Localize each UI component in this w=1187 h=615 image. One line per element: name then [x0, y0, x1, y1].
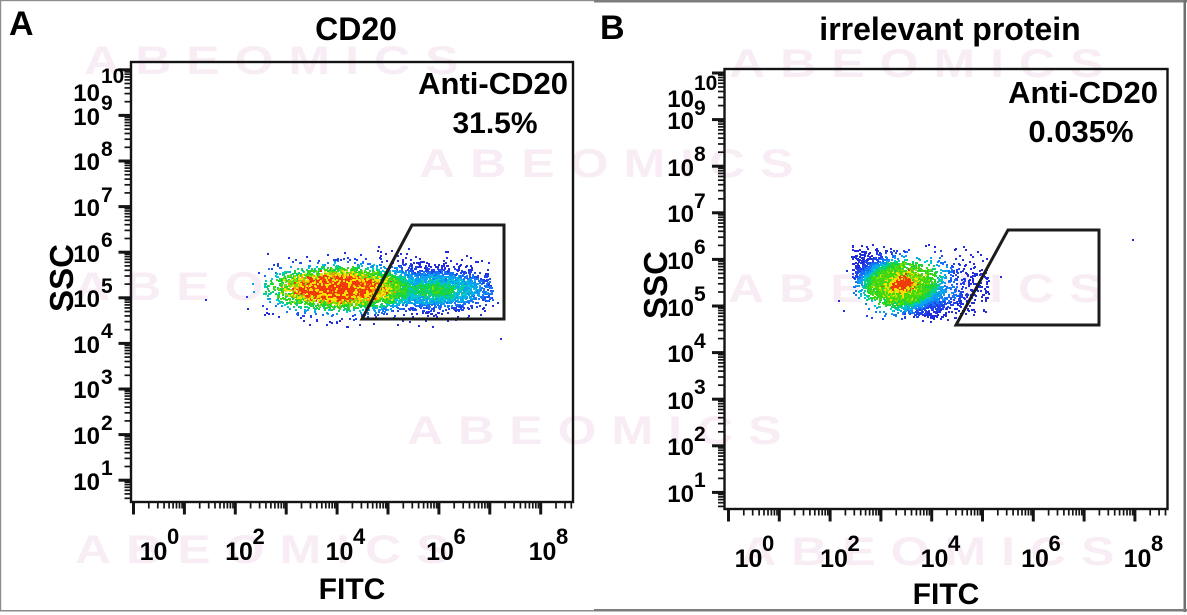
svg-text:10: 10	[73, 149, 100, 176]
svg-text:10: 10	[73, 104, 100, 131]
svg-text:3: 3	[101, 366, 113, 389]
svg-text:10: 10	[667, 201, 694, 228]
svg-text:10: 10	[667, 86, 694, 113]
svg-text:7: 7	[694, 190, 706, 213]
svg-text:9: 9	[101, 92, 113, 115]
svg-text:0: 0	[167, 524, 179, 549]
svg-text:2: 2	[694, 423, 706, 446]
svg-text:A: A	[9, 5, 34, 43]
svg-text:10: 10	[73, 80, 100, 107]
svg-text:9: 9	[694, 97, 706, 120]
svg-text:SSC: SSC	[637, 251, 674, 319]
svg-text:10: 10	[1021, 545, 1049, 573]
svg-text:8: 8	[101, 138, 113, 161]
svg-text:10: 10	[820, 545, 848, 573]
svg-text:7: 7	[101, 184, 113, 207]
svg-text:Anti-CD20: Anti-CD20	[418, 66, 568, 101]
svg-text:10: 10	[225, 538, 253, 566]
svg-text:4: 4	[694, 330, 706, 353]
svg-text:10: 10	[667, 341, 694, 368]
svg-text:2: 2	[848, 531, 860, 556]
svg-text:10: 10	[694, 72, 717, 95]
svg-text:Anti-CD20: Anti-CD20	[1008, 75, 1158, 110]
svg-text:3: 3	[694, 376, 706, 399]
svg-text:0.035%: 0.035%	[1028, 114, 1133, 149]
svg-text:10: 10	[140, 538, 168, 566]
svg-text:6: 6	[454, 524, 466, 549]
svg-text:FITC: FITC	[319, 573, 386, 606]
svg-text:10: 10	[73, 241, 100, 268]
svg-text:B: B	[600, 9, 625, 47]
svg-text:10: 10	[326, 538, 354, 566]
svg-text:CD20: CD20	[315, 11, 397, 47]
svg-text:10: 10	[667, 295, 694, 322]
svg-text:1: 1	[101, 457, 113, 480]
svg-text:10: 10	[667, 108, 694, 135]
svg-text:10: 10	[735, 545, 763, 573]
svg-text:8: 8	[694, 143, 706, 166]
svg-text:FITC: FITC	[913, 578, 980, 611]
svg-text:10: 10	[667, 155, 694, 182]
svg-text:4: 4	[353, 524, 366, 549]
svg-text:5: 5	[101, 275, 113, 298]
svg-text:4: 4	[101, 320, 113, 343]
svg-text:31.5%: 31.5%	[452, 107, 537, 140]
svg-text:10: 10	[1124, 545, 1152, 573]
svg-text:0: 0	[762, 531, 774, 556]
svg-text:10: 10	[73, 195, 100, 222]
svg-text:10: 10	[529, 538, 557, 566]
svg-text:10: 10	[73, 377, 100, 404]
svg-text:10: 10	[73, 332, 100, 359]
svg-text:10: 10	[73, 469, 100, 496]
svg-text:6: 6	[1049, 531, 1061, 556]
svg-text:irrelevant protein: irrelevant protein	[819, 11, 1080, 47]
svg-text:6: 6	[101, 229, 113, 252]
svg-text:10: 10	[426, 538, 454, 566]
svg-text:4: 4	[948, 531, 961, 556]
svg-text:8: 8	[1151, 531, 1163, 556]
svg-text:8: 8	[556, 524, 568, 549]
svg-text:SSC: SSC	[43, 244, 80, 312]
svg-text:10: 10	[921, 545, 949, 573]
svg-text:2: 2	[101, 412, 113, 435]
svg-text:2: 2	[253, 524, 265, 549]
svg-text:10: 10	[73, 423, 100, 450]
svg-text:6: 6	[694, 236, 706, 259]
svg-text:10: 10	[101, 65, 124, 88]
svg-text:5: 5	[694, 283, 706, 306]
svg-text:10: 10	[73, 286, 100, 313]
svg-text:1: 1	[694, 469, 706, 492]
svg-text:10: 10	[667, 481, 694, 508]
svg-text:10: 10	[667, 434, 694, 461]
svg-text:10: 10	[667, 248, 694, 275]
svg-text:10: 10	[667, 388, 694, 415]
